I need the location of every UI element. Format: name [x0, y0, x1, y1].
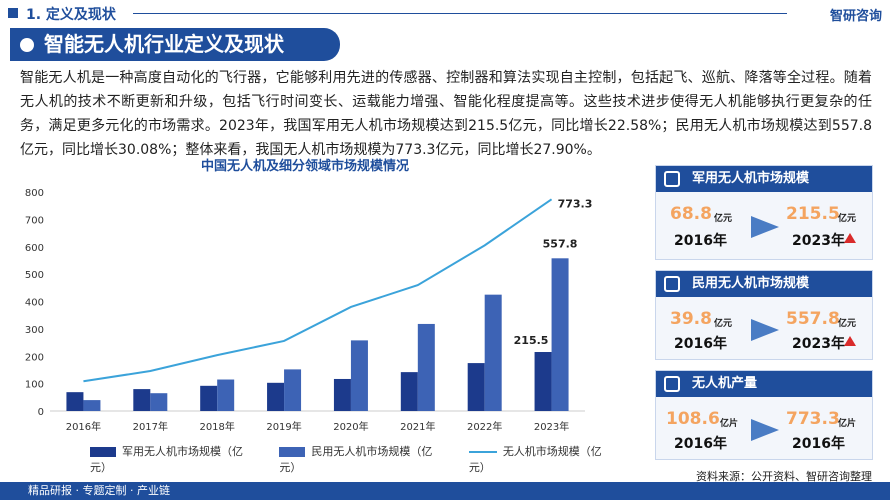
icon: [664, 376, 680, 392]
card-unit: 亿片: [720, 419, 739, 429]
marker: [8, 8, 18, 18]
chart-title: 中国无人机及细分领域市场规模情况: [201, 158, 409, 174]
bar: [350, 340, 368, 411]
y-tick-label: 300: [25, 325, 44, 336]
card-unit: 亿元: [838, 214, 857, 224]
logo: 智研咨询: [829, 9, 882, 24]
bar: [200, 385, 218, 411]
card-year: 2023年: [792, 233, 845, 249]
icon: [664, 276, 680, 292]
legend-key: [279, 447, 306, 457]
legend-label: 民用无人机市场规模（亿元）: [279, 445, 433, 474]
bar: [83, 400, 101, 411]
arrow: [751, 216, 779, 238]
y-tick-label: 600: [25, 243, 44, 254]
bar: [217, 379, 235, 411]
y-tick-label: 0: [38, 407, 44, 418]
legend: 军用无人机市场规模（亿元） 民用无人机市场规模（亿元） 无人机市场规模（亿元）: [90, 443, 610, 475]
section-label: 1. 定义及现状: [26, 7, 116, 23]
y-tick-label: 500: [25, 270, 44, 281]
card-year: 2016年: [674, 233, 727, 249]
card-year: 2016年: [674, 436, 727, 452]
bar: [267, 382, 285, 411]
bar: [150, 393, 168, 411]
x-tick-label: 2023年: [534, 420, 569, 433]
data-label: 773.3: [558, 197, 593, 210]
icon: [20, 38, 34, 52]
card-value: 108.6: [666, 409, 720, 429]
data-label: 557.8: [543, 237, 578, 250]
card-unit: 亿片: [838, 419, 857, 429]
arrow: [751, 419, 779, 441]
card-value: 68.8: [670, 204, 712, 224]
up-arrow: [844, 336, 856, 346]
x-tick-label: 2018年: [199, 420, 234, 433]
card-unit: 亿元: [714, 214, 733, 224]
card-title: 民用无人机市场规模: [692, 276, 810, 291]
footer: 精品研报 · 专题定制 · 产业链: [0, 482, 890, 500]
card-year: 2023年: [792, 336, 845, 352]
x-tick-label: 2020年: [333, 420, 368, 433]
line: [83, 198, 553, 383]
source: 资料来源：公开资料、智研咨询整理: [696, 470, 872, 483]
top-bar: 1. 定义及现状 智研咨询: [8, 4, 882, 24]
legend-label: 无人机市场规模（亿元）: [468, 445, 602, 474]
legend-label: 军用无人机市场规模（亿元）: [90, 445, 243, 474]
up-arrow: [844, 233, 856, 243]
card: 军用无人机市场规模 68.8 亿元 2016年 215.5 亿元 2023年: [655, 165, 873, 260]
card-header: 无人机产量: [656, 371, 872, 397]
rule: [133, 13, 787, 14]
data-label: 215.5: [514, 334, 549, 347]
bar: [417, 323, 435, 411]
legend-item: 民用无人机市场规模（亿元）: [279, 443, 438, 475]
bar: [333, 378, 351, 411]
card-value: 39.8: [670, 309, 712, 329]
y-tick-label: 800: [25, 188, 44, 199]
icon: [664, 171, 680, 187]
x-tick-label: 2019年: [266, 420, 301, 433]
banner: 智能无人机行业定义及现状: [10, 28, 340, 61]
card-title: 军用无人机市场规模: [692, 171, 810, 186]
banner-title: 智能无人机行业定义及现状: [44, 32, 284, 56]
bar: [534, 352, 552, 411]
bar: [467, 363, 485, 411]
x-tick-label: 2017年: [133, 420, 168, 433]
bar: [551, 258, 569, 411]
legend-item: 无人机市场规模（亿元）: [468, 443, 610, 475]
arrow: [751, 319, 779, 341]
x-tick-label: 2022年: [467, 420, 502, 433]
y-tick-label: 200: [25, 352, 44, 363]
bar: [400, 372, 418, 411]
y-tick-label: 400: [25, 298, 44, 309]
card-value: 215.5: [786, 204, 840, 224]
card-value: 557.8: [786, 309, 840, 329]
legend-item: 军用无人机市场规模（亿元）: [90, 443, 249, 475]
paragraph: 智能无人机是一种高度自动化的飞行器，它能够利用先进的传感器、控制器和算法实现自主…: [20, 70, 872, 158]
bar: [284, 369, 302, 411]
card-year: 2016年: [674, 336, 727, 352]
y-tick-label: 100: [25, 380, 44, 391]
y-tick-label: 700: [25, 215, 44, 226]
legend-key: [90, 447, 116, 457]
bar: [133, 389, 151, 411]
card-unit: 亿元: [714, 319, 733, 329]
card-year: 2016年: [792, 436, 845, 452]
card-unit: 亿元: [838, 319, 857, 329]
card: 民用无人机市场规模 39.8 亿元 2016年 557.8 亿元 2023年: [655, 270, 873, 360]
card-title: 无人机产量: [692, 376, 758, 391]
bar: [66, 392, 84, 411]
x-tick-label: 2021年: [400, 420, 435, 433]
card-header: 民用无人机市场规模: [656, 271, 872, 297]
card: 无人机产量 108.6 亿片 2016年 773.3 亿片 2016年: [655, 370, 873, 460]
chart: 中国无人机及细分领域市场规模情况 0 100 200 300 400 500 600 700 8…: [25, 158, 593, 433]
x-tick-label: 2016年: [66, 420, 101, 433]
card-header: 军用无人机市场规模: [656, 166, 872, 192]
card-value: 773.3: [786, 409, 840, 429]
bar: [484, 294, 502, 411]
legend-key: [468, 451, 497, 453]
